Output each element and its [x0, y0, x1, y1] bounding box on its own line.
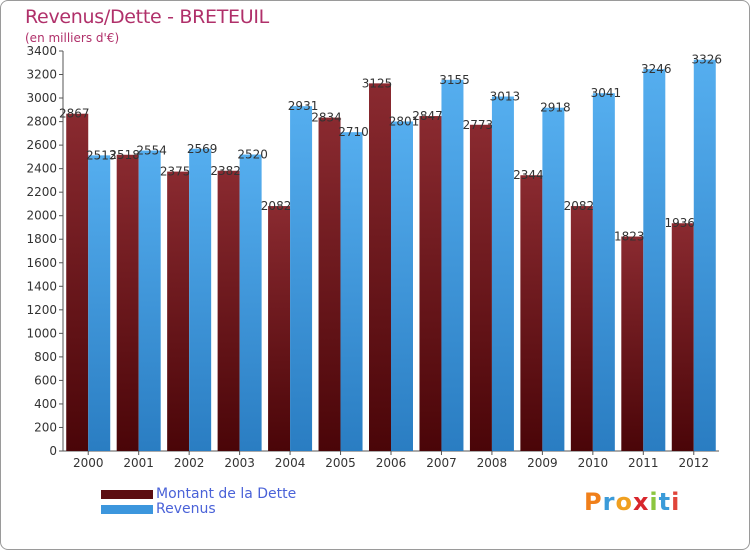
data-label-dette-2006: 3125	[362, 76, 393, 90]
y-tick-label: 600	[34, 373, 57, 387]
data-label-dette-2003: 2382	[210, 164, 241, 178]
bar-revenus-2008	[491, 96, 514, 451]
y-tick-label: 1600	[26, 256, 57, 270]
x-tick-label: 2004	[275, 456, 306, 470]
data-label-revenus-2002: 2569	[187, 142, 218, 156]
y-tick-label: 1400	[26, 279, 57, 293]
bar-dette-2006	[369, 83, 391, 452]
data-label-revenus-2004: 2931	[288, 99, 319, 113]
x-tick-label: 2011	[628, 456, 659, 470]
logo-letter: x	[632, 488, 650, 516]
legend-swatch-revenus	[101, 505, 153, 514]
bar-dette-2009	[520, 175, 543, 451]
bar-dette-2002	[167, 171, 190, 451]
data-label-revenus-2012: 3326	[691, 53, 722, 67]
x-tick-label: 2007	[426, 456, 457, 470]
logo-letter: r	[602, 488, 616, 516]
logo-letter: i	[671, 488, 681, 516]
bar-revenus-2005	[340, 132, 363, 452]
data-label-dette-2010: 2082	[564, 199, 595, 213]
x-tick-label: 2000	[73, 456, 104, 470]
x-tick-label: 2012	[678, 456, 709, 470]
x-tick-label: 2008	[477, 456, 508, 470]
data-label-revenus-2000: 2513	[86, 148, 117, 162]
data-label-dette-2011: 1823	[614, 230, 645, 244]
y-tick-label: 2800	[26, 115, 57, 129]
y-tick-label: 400	[34, 397, 57, 411]
bar-revenus-2012	[693, 59, 716, 452]
bar-revenus-2007	[441, 79, 464, 451]
data-label-revenus-2009: 2918	[540, 101, 571, 115]
legend-swatch-dette	[101, 490, 153, 499]
data-label-revenus-2010: 3041	[591, 86, 622, 100]
bar-dette-2008	[469, 124, 492, 451]
y-tick-label: 2200	[26, 185, 57, 199]
y-tick-label: 0	[49, 444, 57, 458]
bar-dette-2012	[671, 223, 694, 451]
logo-letter: t	[658, 488, 672, 516]
data-label-revenus-2007: 3155	[439, 73, 470, 87]
y-tick-label: 1800	[26, 232, 57, 246]
data-label-revenus-2006: 2801	[389, 114, 420, 128]
bar-revenus-2006	[391, 121, 413, 452]
x-tick-label: 2002	[174, 456, 205, 470]
logo-letter: i	[649, 488, 659, 516]
legend-label-dette: Montant de la Dette	[156, 486, 297, 502]
legend-label-revenus: Revenus	[156, 501, 216, 517]
logo-letter: o	[615, 488, 633, 516]
data-label-dette-2009: 2344	[513, 168, 544, 182]
bar-revenus-2010	[592, 93, 615, 451]
data-label-dette-2001: 2518	[109, 148, 140, 162]
bar-dette-2011	[621, 236, 644, 451]
bar-revenus-2011	[643, 69, 666, 451]
data-label-dette-2004: 2082	[261, 199, 292, 213]
y-tick-label: 3000	[26, 91, 57, 105]
logo-letter: P	[584, 488, 603, 516]
data-label-revenus-2008: 3013	[490, 90, 521, 104]
proxiti-logo: Proxiti	[584, 488, 680, 516]
bar-dette-2003	[217, 170, 240, 451]
chart-subtitle: (en milliers d'€)	[25, 31, 120, 45]
x-tick-label: 2010	[578, 456, 609, 470]
y-tick-label: 200	[34, 420, 57, 434]
bar-dette-2004	[268, 206, 291, 451]
data-label-revenus-2011: 3246	[641, 62, 672, 76]
x-tick-label: 2006	[376, 456, 407, 470]
bar-revenus-2004	[290, 106, 313, 452]
y-tick-label: 3200	[26, 68, 57, 82]
data-label-dette-2002: 2375	[160, 165, 191, 179]
bar-dette-2007	[419, 116, 442, 451]
bar-revenus-2002	[189, 148, 212, 451]
bar-revenus-2009	[542, 107, 565, 452]
data-label-revenus-2001: 2554	[136, 144, 167, 158]
chart-title: Revenus/Dette - BRETEUIL	[25, 6, 269, 28]
bar-revenus-2003	[239, 154, 262, 451]
y-tick-label: 2000	[26, 209, 57, 223]
y-tick-label: 1200	[26, 303, 57, 317]
y-tick-label: 1000	[26, 326, 57, 340]
x-tick-label: 2003	[224, 456, 255, 470]
x-tick-label: 2009	[527, 456, 558, 470]
bar-revenus-2001	[138, 150, 161, 451]
bar-dette-2005	[318, 117, 341, 452]
y-tick-label: 3400	[26, 44, 57, 58]
x-tick-label: 2005	[325, 456, 356, 470]
data-label-revenus-2003: 2520	[237, 148, 268, 162]
data-label-dette-2007: 2847	[412, 109, 443, 123]
x-tick-label: 2001	[123, 456, 154, 470]
y-tick-label: 2400	[26, 162, 57, 176]
data-label-dette-2000: 2867	[59, 107, 90, 121]
data-label-dette-2012: 1936	[664, 216, 695, 230]
data-label-dette-2008: 2773	[463, 118, 494, 132]
data-label-dette-2005: 2834	[311, 111, 342, 125]
bar-dette-2001	[116, 154, 139, 451]
bar-dette-2010	[570, 206, 593, 451]
y-tick-label: 2600	[26, 138, 57, 152]
y-tick-label: 800	[34, 350, 57, 364]
bar-revenus-2000	[88, 155, 111, 451]
bar-dette-2000	[66, 113, 89, 452]
data-label-revenus-2005: 2710	[338, 125, 369, 139]
